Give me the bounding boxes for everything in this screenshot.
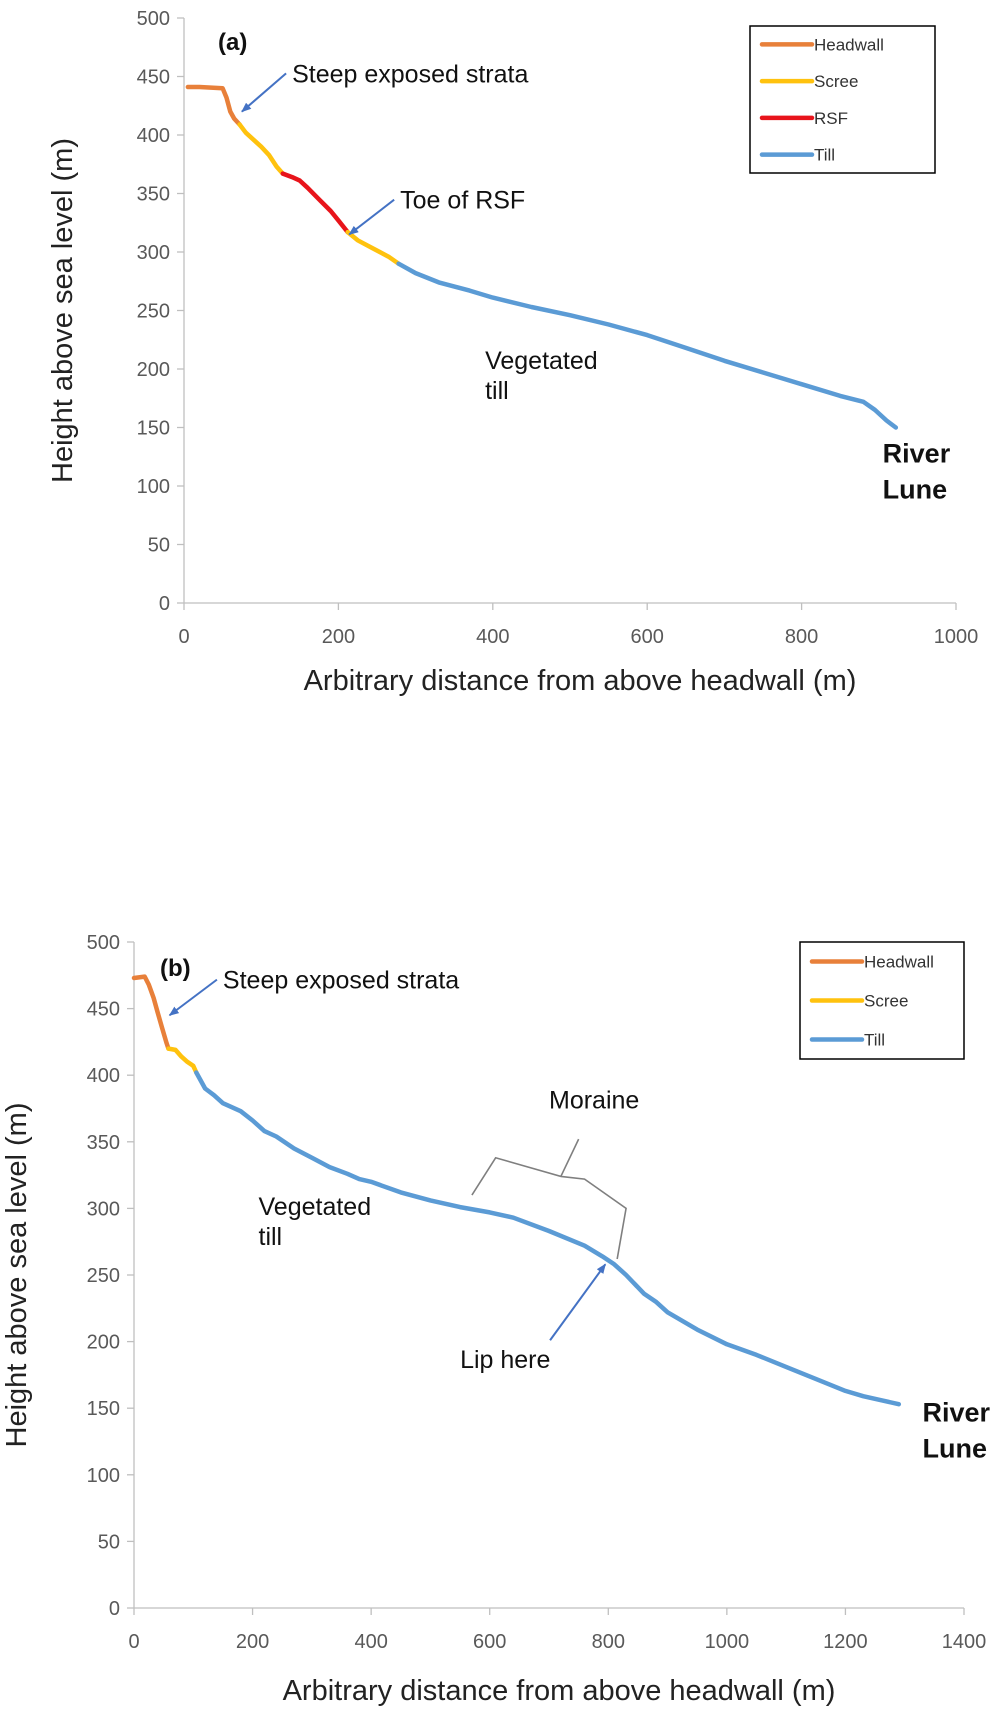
x-tick-label: 600 [631, 626, 664, 648]
legend-label-till: Till [814, 146, 835, 165]
panel-label: (a) [218, 29, 247, 56]
x-tick-label: 200 [236, 1631, 269, 1653]
annotation-text: Lune [883, 475, 948, 505]
legend: Headwall Scree RSF Till [749, 25, 936, 174]
y-tick-label: 0 [159, 593, 170, 615]
panel-label: (b) [160, 955, 191, 982]
legend-label-headwall: Headwall [864, 953, 934, 972]
annotation-text: till [485, 377, 509, 405]
annotation-arrow [348, 198, 395, 236]
x-tick-label: 1200 [823, 1631, 868, 1653]
x-axis-title: Arbitrary distance from above headwall (… [304, 665, 857, 697]
series-line-headwall [185, 84, 242, 127]
annotation-text: River [923, 1398, 991, 1428]
series-line-till [194, 1070, 902, 1407]
legend-label-headwall: Headwall [814, 35, 884, 54]
y-tick-label: 450 [137, 67, 170, 89]
annotation-arrow [549, 1263, 607, 1341]
panel-a: 0 50 100 150 200 250 300 350 400 450 500 0 200 400 600… [47, 8, 978, 697]
annotation-text: Vegetated [485, 347, 598, 375]
x-tick-label: 1000 [934, 626, 979, 648]
x-tick-label: 0 [178, 626, 189, 648]
annotation-text: Steep exposed strata [292, 60, 528, 88]
y-tick-label: 50 [148, 535, 170, 557]
series-line-till [396, 261, 899, 430]
y-tick-label: 150 [137, 418, 170, 440]
y-tick-label: 200 [137, 359, 170, 381]
annotation-text: Lip here [460, 1346, 550, 1374]
y-tick-label: 450 [87, 999, 120, 1021]
annotation-text: Steep exposed strata [223, 967, 459, 995]
x-tick-label: 0 [128, 1631, 139, 1653]
y-tick-label: 250 [87, 1265, 120, 1287]
annotation-text: Toe of RSF [400, 187, 525, 215]
x-tick-label: 600 [473, 1631, 506, 1653]
y-tick-label: 200 [87, 1332, 120, 1354]
annotation-arrow [168, 978, 218, 1017]
x-tick-label: 800 [592, 1631, 625, 1653]
annotation-text: Vegetated [259, 1193, 372, 1221]
moraine-bracket [471, 1138, 627, 1260]
legend-label-rsf: RSF [814, 109, 848, 128]
series-line-scree [237, 122, 286, 176]
x-tick-label: 200 [322, 626, 355, 648]
y-tick-label: 250 [137, 301, 170, 323]
series-line-scree [166, 1046, 199, 1075]
y-axis-title: Height above sea level (m) [47, 138, 79, 483]
annotation-text: till [259, 1223, 283, 1251]
y-tick-label: 300 [137, 242, 170, 264]
legend: Headwall Scree Till [799, 941, 965, 1060]
legend-label-scree: Scree [814, 72, 858, 91]
y-tick-label: 350 [137, 184, 170, 206]
annotation-text: River [883, 439, 951, 469]
y-axis-title: Height above sea level (m) [1, 1103, 33, 1448]
x-tick-label: 400 [354, 1631, 387, 1653]
x-tick-label: 400 [476, 626, 509, 648]
legend-label-till: Till [864, 1031, 885, 1050]
y-tick-label: 100 [87, 1465, 120, 1487]
series-line-rsf [280, 171, 350, 235]
series-line-scree [345, 229, 401, 266]
y-tick-label: 300 [87, 1198, 120, 1220]
annotation-arrow [241, 72, 287, 113]
x-tick-label: 1400 [942, 1631, 987, 1653]
y-tick-label: 150 [87, 1398, 120, 1420]
y-tick-label: 400 [87, 1065, 120, 1087]
x-tick-label: 800 [785, 626, 818, 648]
y-tick-label: 0 [109, 1598, 120, 1620]
y-tick-label: 500 [137, 8, 170, 30]
panel-b: 0 50 100 150 200 250 300 350 400 450 500 0 200 400 600… [1, 932, 991, 1707]
y-tick-label: 100 [137, 476, 170, 498]
y-tick-label: 350 [87, 1132, 120, 1154]
y-tick-label: 50 [98, 1531, 120, 1553]
y-tick-label: 500 [87, 932, 120, 954]
series-line-headwall [131, 974, 171, 1051]
annotation-text: Moraine [549, 1087, 639, 1115]
legend-box [749, 25, 936, 174]
x-axis-title: Arbitrary distance from above headwall (… [283, 1675, 836, 1707]
legend-label-scree: Scree [864, 992, 908, 1011]
y-tick-label: 400 [137, 125, 170, 147]
x-tick-label: 1000 [705, 1631, 750, 1653]
annotation-text: Lune [923, 1434, 988, 1464]
